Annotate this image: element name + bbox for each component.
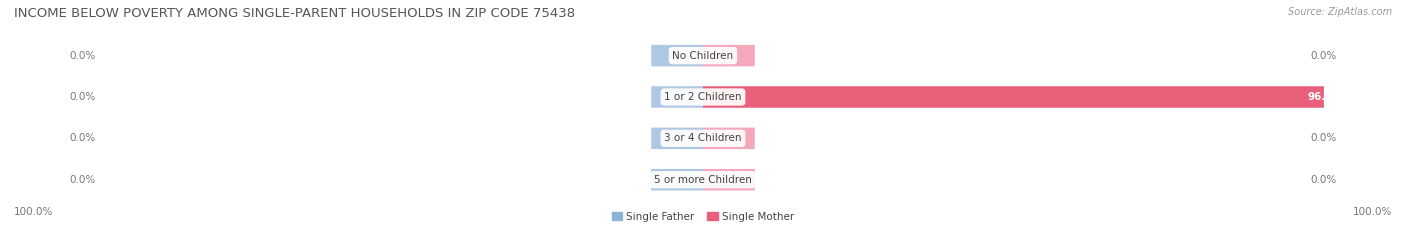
- FancyBboxPatch shape: [703, 169, 755, 190]
- FancyBboxPatch shape: [651, 45, 703, 66]
- Text: 1 or 2 Children: 1 or 2 Children: [664, 92, 742, 102]
- Text: 0.0%: 0.0%: [1310, 133, 1337, 143]
- Text: 3 or 4 Children: 3 or 4 Children: [664, 133, 742, 143]
- Text: 0.0%: 0.0%: [69, 51, 96, 61]
- Text: 100.0%: 100.0%: [1353, 207, 1392, 217]
- FancyBboxPatch shape: [703, 45, 755, 66]
- Legend: Single Father, Single Mother: Single Father, Single Mother: [607, 208, 799, 226]
- FancyBboxPatch shape: [651, 128, 703, 149]
- Text: 96.0%: 96.0%: [1308, 92, 1343, 102]
- Text: 5 or more Children: 5 or more Children: [654, 175, 752, 185]
- Text: 0.0%: 0.0%: [69, 175, 96, 185]
- FancyBboxPatch shape: [651, 169, 703, 190]
- Text: Source: ZipAtlas.com: Source: ZipAtlas.com: [1288, 7, 1392, 17]
- Text: No Children: No Children: [672, 51, 734, 61]
- Text: 0.0%: 0.0%: [1310, 175, 1337, 185]
- FancyBboxPatch shape: [651, 86, 703, 108]
- Text: 0.0%: 0.0%: [1310, 51, 1337, 61]
- FancyBboxPatch shape: [703, 86, 1324, 108]
- Text: INCOME BELOW POVERTY AMONG SINGLE-PARENT HOUSEHOLDS IN ZIP CODE 75438: INCOME BELOW POVERTY AMONG SINGLE-PARENT…: [14, 7, 575, 20]
- FancyBboxPatch shape: [703, 128, 755, 149]
- Text: 0.0%: 0.0%: [69, 133, 96, 143]
- Text: 100.0%: 100.0%: [14, 207, 53, 217]
- Text: 0.0%: 0.0%: [69, 92, 96, 102]
